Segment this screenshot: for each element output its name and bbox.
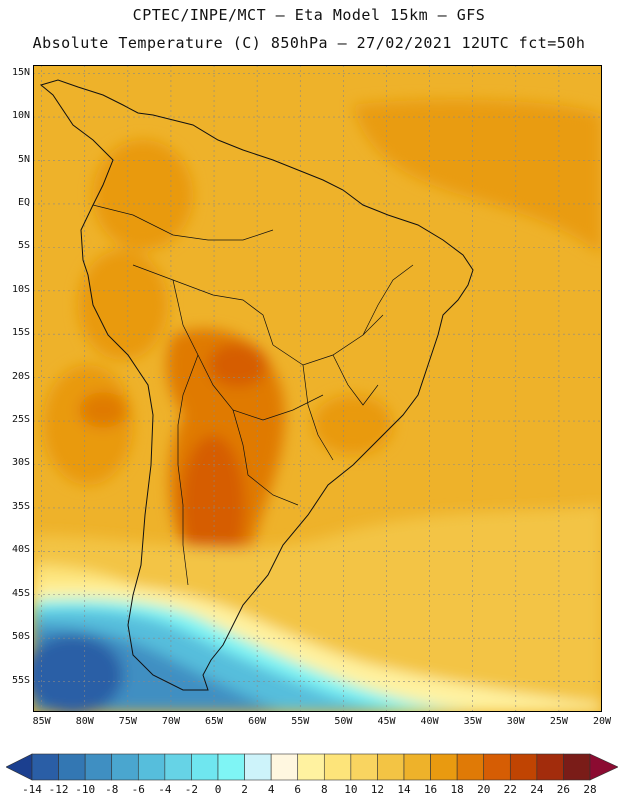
warm-region-southeast-brazil <box>313 395 393 455</box>
colorbar-swatch <box>456 753 485 781</box>
colorbar-swatch <box>483 753 511 781</box>
lat-tick-label: 45S <box>11 587 30 599</box>
colorbar-swatch <box>403 753 431 781</box>
hot-region-pacific-core <box>79 392 127 428</box>
lon-tick-label: 75W <box>118 716 137 727</box>
colorbar-label: 4 <box>267 783 275 796</box>
colorbar-label: 6 <box>294 783 302 796</box>
lat-tick-label: 15S <box>11 327 30 339</box>
lon-tick-label: 50W <box>334 716 353 727</box>
lat-tick-label: EQ <box>17 196 30 208</box>
hot-region-argentina-core <box>181 435 245 575</box>
lon-tick-label: 70W <box>161 716 180 727</box>
map-subtitle: Absolute Temperature (C) 850hPa – 27/02/… <box>32 34 586 52</box>
colorbar-swatch <box>563 753 591 781</box>
colorbar-label: 8 <box>320 783 328 796</box>
colorbar-swatch <box>377 753 405 781</box>
lon-tick-label: 85W <box>32 716 51 727</box>
colorbar-swatch <box>430 753 458 781</box>
coldest-region <box>33 635 123 712</box>
colorbar-swatch <box>350 753 378 781</box>
colorbar-label: 18 <box>450 783 464 796</box>
colorbar-swatch <box>84 753 113 781</box>
lon-tick-label: 60W <box>248 716 267 727</box>
colorbar-swatch <box>536 753 564 781</box>
colorbar-swatch <box>270 753 299 781</box>
warm-region-pacific-peru <box>43 365 133 485</box>
lat-tick-label: 10N <box>11 110 30 122</box>
lon-tick-label: 35W <box>463 716 482 727</box>
colorbar-label: 24 <box>530 783 544 796</box>
colorbar-label: 28 <box>583 783 597 796</box>
lat-tick-label: 35S <box>11 500 30 512</box>
colorbar-low-arrow <box>6 753 33 781</box>
lat-tick-label: 40S <box>11 544 30 556</box>
lon-tick-label: 65W <box>205 716 224 727</box>
colorbar-high-arrow <box>589 753 618 781</box>
lat-tick-label: 55S <box>11 674 30 686</box>
colorbar-swatch <box>31 753 59 781</box>
lon-tick-label: 40W <box>420 716 439 727</box>
colorbar-label: 22 <box>503 783 517 796</box>
lon-tick-label: 20W <box>592 716 612 727</box>
lon-tick-label: 55W <box>291 716 310 727</box>
colorbar-label: -2 <box>184 783 199 796</box>
lat-tick-label: 15N <box>11 66 30 78</box>
lat-tick-label: 10S <box>11 283 30 295</box>
colorbar-swatch <box>323 753 352 781</box>
colorbar-label: 10 <box>344 783 358 796</box>
lat-tick-label: 5N <box>17 153 30 165</box>
continent-outline <box>39 79 474 691</box>
colorbar-swatch <box>509 753 538 781</box>
colorbar-swatch <box>217 753 245 781</box>
colorbar-swatch <box>111 753 139 781</box>
colorbar-label: 2 <box>241 783 248 796</box>
temperature-map <box>33 65 602 712</box>
lon-tick-label: 80W <box>75 716 94 727</box>
map-border <box>33 65 602 712</box>
colorbar-swatch <box>58 753 86 781</box>
colorbar-swatch <box>297 753 325 781</box>
colorbar-label: -12 <box>48 783 69 796</box>
lon-tick-label: 30W <box>506 716 525 727</box>
colorbar-swatch <box>164 753 192 781</box>
warm-region-north-atlantic <box>353 99 602 255</box>
colorbar-label: 26 <box>556 783 571 796</box>
warm-region-venezuela <box>93 140 193 250</box>
colorbar-swatch <box>191 753 219 781</box>
colorbar-label: 0 <box>214 783 222 796</box>
colorbar-swatch <box>244 753 272 781</box>
map-title: CPTEC/INPE/MCT – Eta Model 15km – GFS <box>132 6 486 24</box>
colorbar-swatch <box>137 753 166 781</box>
colorbar-label: 20 <box>477 783 491 796</box>
lon-tick-label: 45W <box>377 716 396 727</box>
colorbar <box>6 753 618 781</box>
lat-tick-label: 50S <box>11 631 30 643</box>
colorbar-label: 14 <box>397 783 411 796</box>
warm-region-andes <box>78 250 168 360</box>
colorbar-label: -10 <box>75 783 96 796</box>
colorbar-label: 12 <box>370 783 385 796</box>
colorbar-label: 16 <box>423 783 438 796</box>
colorbar-label: -4 <box>158 783 172 796</box>
lat-tick-label: 25S <box>11 414 30 426</box>
lat-tick-label: 5S <box>17 240 30 252</box>
lat-tick-label: 30S <box>11 457 30 469</box>
colorbar-label: -8 <box>105 783 119 796</box>
lon-tick-label: 25W <box>549 716 568 727</box>
country-borders <box>92 204 414 586</box>
colorbar-label: -6 <box>131 783 145 796</box>
hot-region-chaco-core <box>208 343 268 387</box>
colorbar-label: -14 <box>22 783 42 796</box>
lat-tick-label: 20S <box>11 370 30 382</box>
